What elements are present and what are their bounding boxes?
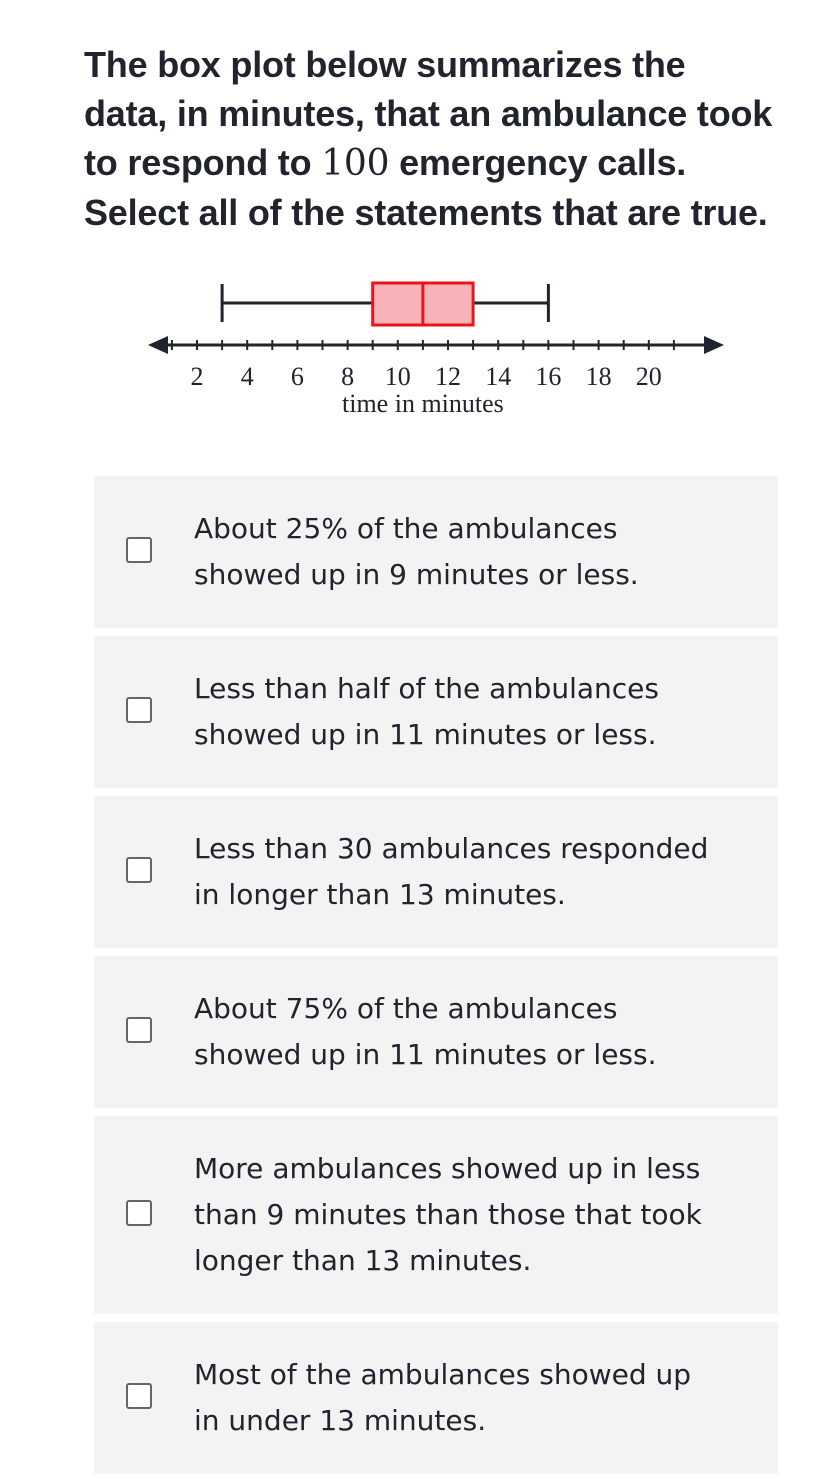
answer-choices: About 25% of the ambulances showed up in… [94,476,778,1482]
question-prompt: The box plot below summarizes the data, … [84,40,804,237]
checkbox[interactable] [126,697,152,723]
tick-label: 14 [485,362,511,391]
checkbox[interactable] [126,1200,152,1226]
number-line-left-arrow [148,336,168,354]
tick-label: 20 [636,362,662,391]
question-line-3-suffix: emergency calls. [389,142,687,183]
checkbox[interactable] [126,857,152,883]
tick-label: 8 [341,362,354,391]
answer-choice-text: Less than half of the ambulances showed … [194,672,659,751]
answer-choice-text: About 75% of the ambulances showed up in… [194,992,657,1071]
answer-choice-text: Most of the ambulances showed up in unde… [194,1358,692,1437]
answer-choice[interactable]: About 25% of the ambulances showed up in… [94,476,778,628]
tick-label: 16 [535,362,561,391]
box-plot: 2 4 6 8 10 12 14 16 18 20 time in minutes [140,270,740,430]
number-line-right-arrow [704,336,724,354]
checkbox[interactable] [126,537,152,563]
tick-label: 4 [241,362,254,391]
checkbox[interactable] [126,1017,152,1043]
answer-choice[interactable]: Most of the ambulances showed up in unde… [94,1322,778,1474]
tick-label: 12 [435,362,461,391]
question-line-2: data, in minutes, that an ambulance took [84,93,773,134]
answer-choice-text: More ambulances showed up in less than 9… [194,1152,702,1277]
question-line-3-prefix: to respond to [84,142,322,183]
checkbox[interactable] [126,1383,152,1409]
box-plot-svg: 2 4 6 8 10 12 14 16 18 20 time in minutes [148,281,724,418]
answer-choice[interactable]: About 75% of the ambulances showed up in… [94,956,778,1108]
answer-choice[interactable]: Less than half of the ambulances showed … [94,636,778,788]
tick-label: 10 [385,362,411,391]
tick-label: 18 [586,362,612,391]
answer-choice-text: About 25% of the ambulances showed up in… [194,512,639,591]
tick-label: 6 [291,362,304,391]
question-line-3: to respond to 100 emergency calls. [84,138,804,188]
answer-choice-text: Less than 30 ambulances responded in lon… [194,832,709,911]
question-line-1: The box plot below summarizes the [84,44,686,85]
question-line-4: Select all of the statements that are tr… [84,192,768,233]
answer-choice[interactable]: Less than 30 ambulances responded in lon… [94,796,778,948]
answer-choice[interactable]: More ambulances showed up in less than 9… [94,1116,778,1314]
x-axis-label: time in minutes [342,389,504,418]
tick-label: 2 [191,362,204,391]
question-call-count: 100 [321,143,390,184]
